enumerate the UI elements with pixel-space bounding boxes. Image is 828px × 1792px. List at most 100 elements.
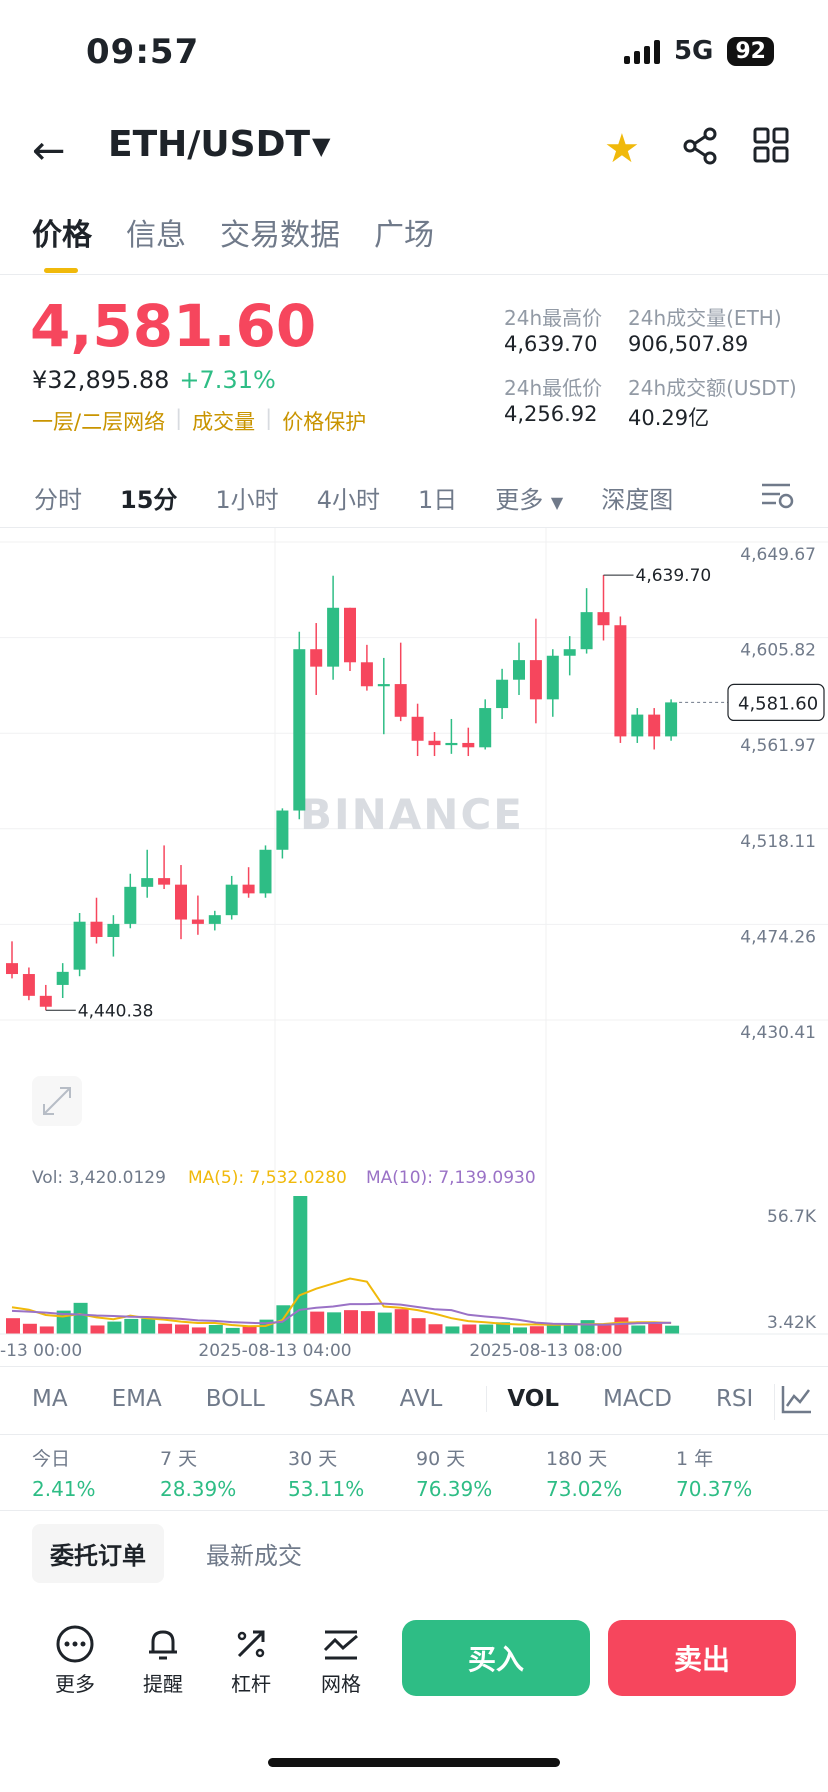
candle-body: [242, 884, 255, 894]
volume-bar: [107, 1321, 122, 1334]
volume-bar: [310, 1311, 325, 1334]
max-price-label: 4,639.70: [636, 566, 712, 586]
candle-body: [614, 625, 627, 737]
chart-settings-icon[interactable]: [760, 480, 794, 514]
tag-volume[interactable]: 成交量: [192, 410, 256, 434]
tab-price[interactable]: 价格: [32, 218, 92, 253]
interval-timeline[interactable]: 分时: [34, 486, 82, 514]
main-tabs: 价格 信息 交易数据 广场: [32, 210, 434, 254]
bell-icon: [128, 1624, 198, 1668]
status-indicators: 5G 92: [623, 36, 774, 66]
signal-icon: [623, 38, 660, 64]
candle-body: [546, 655, 559, 700]
vol-usdt-label: 24h成交额(USDT): [628, 376, 797, 400]
grid-menu-icon[interactable]: [752, 126, 790, 174]
more-label: 更多: [55, 1672, 95, 1696]
expand-icon[interactable]: [32, 1076, 82, 1126]
y-tick-label: 4,518.11: [740, 832, 816, 852]
candle-body: [597, 612, 610, 626]
perf-value: 2.41%: [32, 1477, 96, 1501]
volume-bar: [191, 1327, 206, 1334]
tab-latest-trades[interactable]: 最新成交: [206, 1542, 302, 1570]
tag-price-protect[interactable]: 价格保护: [282, 410, 367, 434]
caret-down-icon[interactable]: ▼: [312, 132, 331, 160]
grid-label: 网格: [321, 1672, 361, 1696]
ind-sar[interactable]: SAR: [308, 1386, 356, 1412]
volume-bar: [580, 1320, 595, 1334]
perf-value: 53.11%: [288, 1477, 365, 1501]
ind-rsi[interactable]: RSI: [715, 1386, 754, 1412]
volume-bar: [158, 1323, 173, 1334]
tab-trading-data[interactable]: 交易数据: [220, 218, 340, 253]
pair-selector[interactable]: ETH/USDT: [108, 124, 311, 165]
share-icon[interactable]: [680, 126, 720, 176]
buy-button[interactable]: 买入: [402, 1620, 590, 1696]
tab-info[interactable]: 信息: [126, 218, 186, 253]
candle-body: [310, 649, 323, 667]
volume-bar: [513, 1327, 527, 1334]
tab-open-orders[interactable]: 委托订单: [32, 1524, 164, 1583]
ind-vol[interactable]: VOL: [486, 1386, 559, 1412]
volume-bar: [546, 1324, 561, 1334]
interval-15m[interactable]: 15分: [120, 486, 178, 514]
perf-1y: 1 年 70.37%: [676, 1444, 752, 1501]
favorite-star-icon[interactable]: ★: [604, 126, 640, 172]
candle-body: [225, 884, 238, 916]
candle-body: [276, 810, 289, 850]
high-label: 24h最高价: [504, 306, 603, 330]
interval-4h[interactable]: 4小时: [316, 486, 380, 514]
volume-bar: [394, 1309, 409, 1334]
candle-body: [529, 660, 542, 700]
perf-value: 28.39%: [160, 1477, 237, 1501]
tag-list: 一层/二层网络 | 成交量 | 价格保护: [32, 406, 367, 434]
volume-bar: [208, 1324, 223, 1334]
y-tick-label: 4,649.67: [740, 545, 816, 565]
candle-body: [445, 742, 458, 746]
sell-button[interactable]: 卖出: [608, 1620, 796, 1696]
alert-button[interactable]: 提醒: [128, 1624, 198, 1697]
active-tab-indicator: [44, 268, 78, 273]
home-indicator[interactable]: [268, 1758, 560, 1767]
perf-180d: 180 天 73.02%: [546, 1444, 622, 1501]
vol-tick-min: 3.42K: [767, 1313, 817, 1333]
volume-bar: [428, 1324, 443, 1334]
volume-bar: [6, 1318, 20, 1334]
divider: [0, 274, 828, 275]
more-button[interactable]: 更多: [40, 1624, 110, 1697]
volume-bar: [631, 1325, 646, 1334]
cny-price-row: ¥32,895.88 +7.31%: [32, 366, 276, 394]
ind-boll[interactable]: BOLL: [205, 1386, 265, 1412]
ind-ma[interactable]: MA: [32, 1386, 68, 1412]
candle-body: [411, 716, 424, 741]
ind-macd[interactable]: MACD: [602, 1386, 672, 1412]
order-tabs: 委托订单 最新成交: [32, 1524, 320, 1583]
more-icon: [40, 1624, 110, 1668]
back-arrow-icon[interactable]: ←: [32, 128, 66, 174]
x-tick-1: 2025-08-13 04:00: [198, 1341, 351, 1358]
interval-depth[interactable]: 深度图: [601, 486, 674, 514]
candle-body: [293, 649, 306, 811]
candle-body: [259, 849, 272, 894]
indicator-settings-icon[interactable]: [774, 1384, 813, 1420]
last-price: 4,581.60: [30, 292, 317, 360]
y-tick-label: 4,561.97: [740, 736, 816, 756]
ind-avl[interactable]: AVL: [399, 1386, 443, 1412]
volume-bar: [175, 1324, 189, 1334]
price-chart[interactable]: BINANCE 4,649.67 4,605.82 4,561.97 4,518.11…: [0, 528, 828, 1358]
tab-square[interactable]: 广场: [374, 218, 434, 253]
interval-1d[interactable]: 1日: [417, 486, 458, 514]
volume-bar: [22, 1323, 37, 1334]
interval-1h[interactable]: 1小时: [215, 486, 279, 514]
perf-90d: 90 天 76.39%: [416, 1444, 492, 1501]
divider: [0, 1366, 828, 1367]
tag-layer[interactable]: 一层/二层网络: [32, 410, 166, 434]
candle-body: [428, 740, 441, 746]
volume-bar: [225, 1327, 240, 1334]
interval-more[interactable]: 更多 ▼: [495, 480, 563, 515]
ind-ema[interactable]: EMA: [111, 1386, 162, 1412]
status-time: 09:57: [86, 32, 200, 72]
grid-trading-icon: [306, 1624, 376, 1668]
grid-button[interactable]: 网格: [306, 1624, 376, 1697]
volume-bar: [648, 1323, 663, 1334]
leverage-button[interactable]: 杠杆: [216, 1624, 286, 1697]
